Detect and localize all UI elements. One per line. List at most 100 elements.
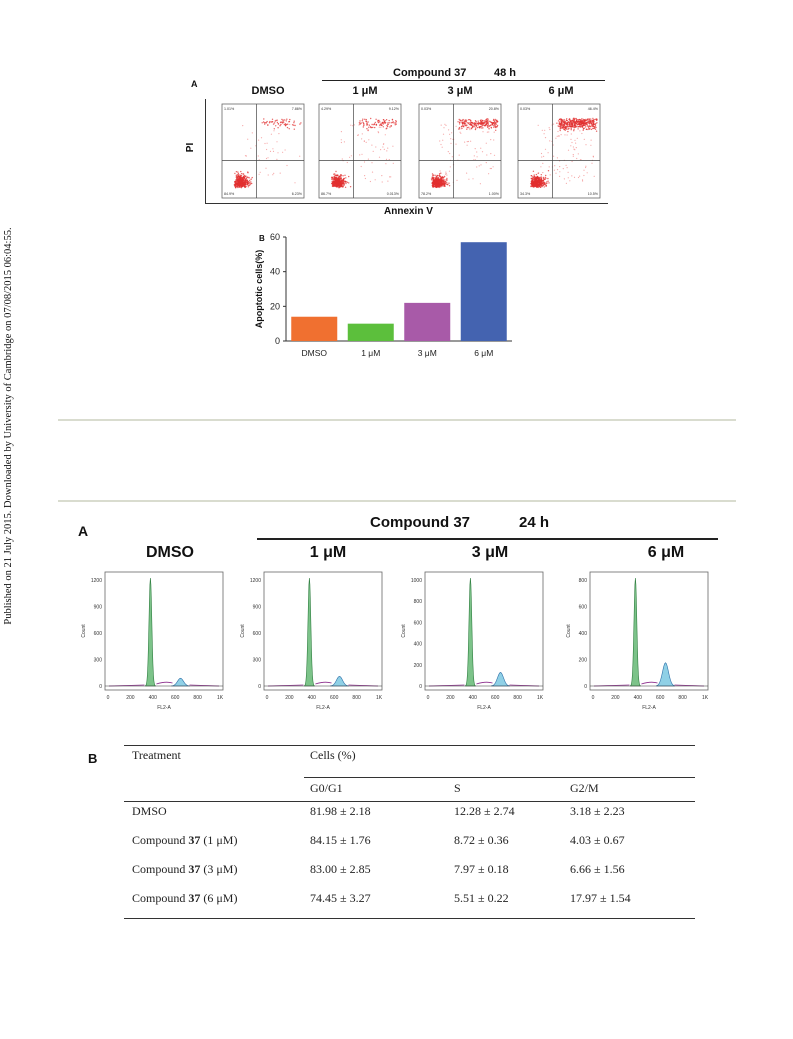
x-tick-label: 800 — [678, 695, 687, 701]
event-dot — [466, 172, 468, 174]
event-dot — [276, 119, 278, 121]
event-dot — [572, 123, 574, 126]
fig1-x-axis-label: Annexin V — [384, 206, 433, 217]
event-dot — [572, 154, 574, 156]
y-tick-label: 600 — [414, 620, 423, 626]
event-dot — [576, 157, 578, 160]
table-cell: 74.45 ± 3.27 — [310, 891, 371, 905]
event-dot — [458, 128, 460, 130]
event-dot — [265, 157, 268, 160]
event-dot — [583, 169, 585, 171]
table-group-rule — [304, 777, 695, 778]
event-dot — [445, 173, 447, 175]
event-dot — [339, 183, 342, 186]
event-dot — [262, 121, 265, 123]
event-dot — [448, 185, 451, 187]
event-dot — [570, 129, 572, 131]
event-dot — [444, 182, 446, 184]
event-dot — [567, 130, 569, 133]
event-dot — [495, 122, 497, 125]
event-dot — [588, 128, 590, 130]
event-dot — [466, 128, 468, 130]
event-dot — [239, 177, 241, 179]
event-dot — [578, 123, 581, 126]
event-dot — [365, 118, 367, 121]
event-dot — [367, 158, 369, 160]
event-dot — [395, 121, 397, 123]
event-dot — [286, 118, 288, 120]
event-dot — [466, 122, 468, 124]
quadrant-percentage: 84.9% — [224, 192, 235, 196]
event-dot — [238, 178, 240, 180]
fig1-header-rule — [322, 80, 605, 81]
event-dot — [374, 126, 376, 129]
flow-cytometry-plots: 1.01% 7.86% 6.23% 84.9% 4.29% 9.12% 0.013% 86.7… — [221, 103, 601, 199]
event-dot — [433, 177, 435, 179]
event-dot — [361, 138, 363, 140]
event-dot — [359, 154, 361, 156]
event-dot — [282, 151, 284, 153]
event-dot — [346, 181, 349, 183]
event-dot — [559, 166, 561, 168]
event-dot — [588, 122, 590, 124]
event-dot — [596, 119, 598, 121]
event-dot — [237, 184, 239, 186]
event-dot — [362, 118, 364, 120]
table-cell: 12.28 ± 2.74 — [454, 804, 515, 818]
event-dot — [544, 178, 546, 180]
event-dot — [235, 174, 237, 176]
event-dot — [439, 170, 441, 172]
event-dot — [257, 155, 259, 157]
event-dot — [384, 134, 386, 136]
event-dot — [436, 174, 438, 177]
event-dot — [364, 177, 366, 180]
event-dot — [386, 150, 388, 152]
event-dot — [433, 179, 435, 181]
x-tick-label: 600 — [491, 695, 500, 701]
dot-plot-frame — [418, 103, 502, 199]
quadrant-percentage: 4.29% — [321, 107, 332, 111]
event-dot — [567, 126, 570, 128]
event-dot — [258, 173, 260, 175]
event-dot — [542, 162, 544, 164]
quadrant-percentage: 9.12% — [389, 107, 400, 111]
event-dot — [588, 125, 590, 127]
event-dot — [531, 179, 534, 181]
event-dot — [473, 122, 475, 124]
event-dot — [390, 125, 393, 127]
event-dot — [475, 122, 477, 124]
event-dot — [280, 123, 282, 125]
event-dot — [371, 126, 373, 129]
x-tick-label: DMSO — [302, 348, 328, 358]
event-dot — [594, 123, 596, 126]
event-dot — [445, 124, 447, 126]
event-dot — [278, 133, 280, 135]
event-dot — [277, 127, 279, 129]
event-dot — [239, 184, 242, 186]
event-dot — [595, 118, 597, 120]
event-dot — [367, 128, 369, 130]
event-dot — [571, 160, 573, 163]
quadrant-percentage: 0.013% — [387, 192, 400, 196]
event-dot — [336, 185, 338, 188]
event-dot — [437, 181, 439, 183]
event-dot — [537, 184, 539, 186]
event-dot — [570, 126, 573, 128]
event-dot — [438, 183, 441, 185]
y-tick-label: 900 — [253, 605, 262, 611]
event-dot — [294, 124, 296, 127]
event-dot — [486, 122, 488, 125]
event-dot — [549, 174, 551, 176]
event-dot — [343, 141, 345, 143]
table-cell: 3.18 ± 2.23 — [570, 804, 625, 818]
event-dot — [344, 186, 347, 188]
fig1-frame — [205, 99, 608, 204]
event-dot — [564, 126, 567, 128]
event-dot — [470, 127, 472, 129]
event-dot — [561, 120, 563, 123]
event-dot — [234, 183, 236, 185]
event-dot — [475, 127, 477, 129]
event-dot — [532, 180, 534, 183]
event-dot — [474, 148, 476, 150]
apoptosis-bar-chart: 0 20 40 60 Apoptotic cells(%) DMSO 1 μM 3 μM 6 μ… — [254, 232, 512, 358]
